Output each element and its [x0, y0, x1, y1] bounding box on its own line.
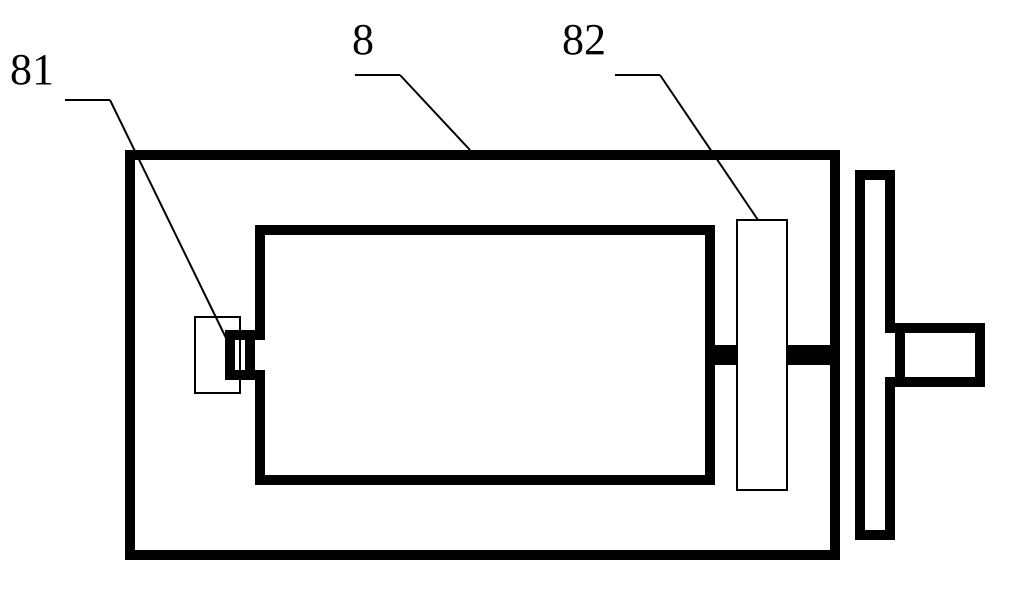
mechanical-diagram: 8 81 82 — [0, 0, 1015, 615]
label-8: 8 — [352, 15, 374, 64]
right-connector-box — [737, 220, 787, 490]
label-81: 81 — [10, 45, 54, 94]
label-82: 82 — [562, 15, 606, 64]
